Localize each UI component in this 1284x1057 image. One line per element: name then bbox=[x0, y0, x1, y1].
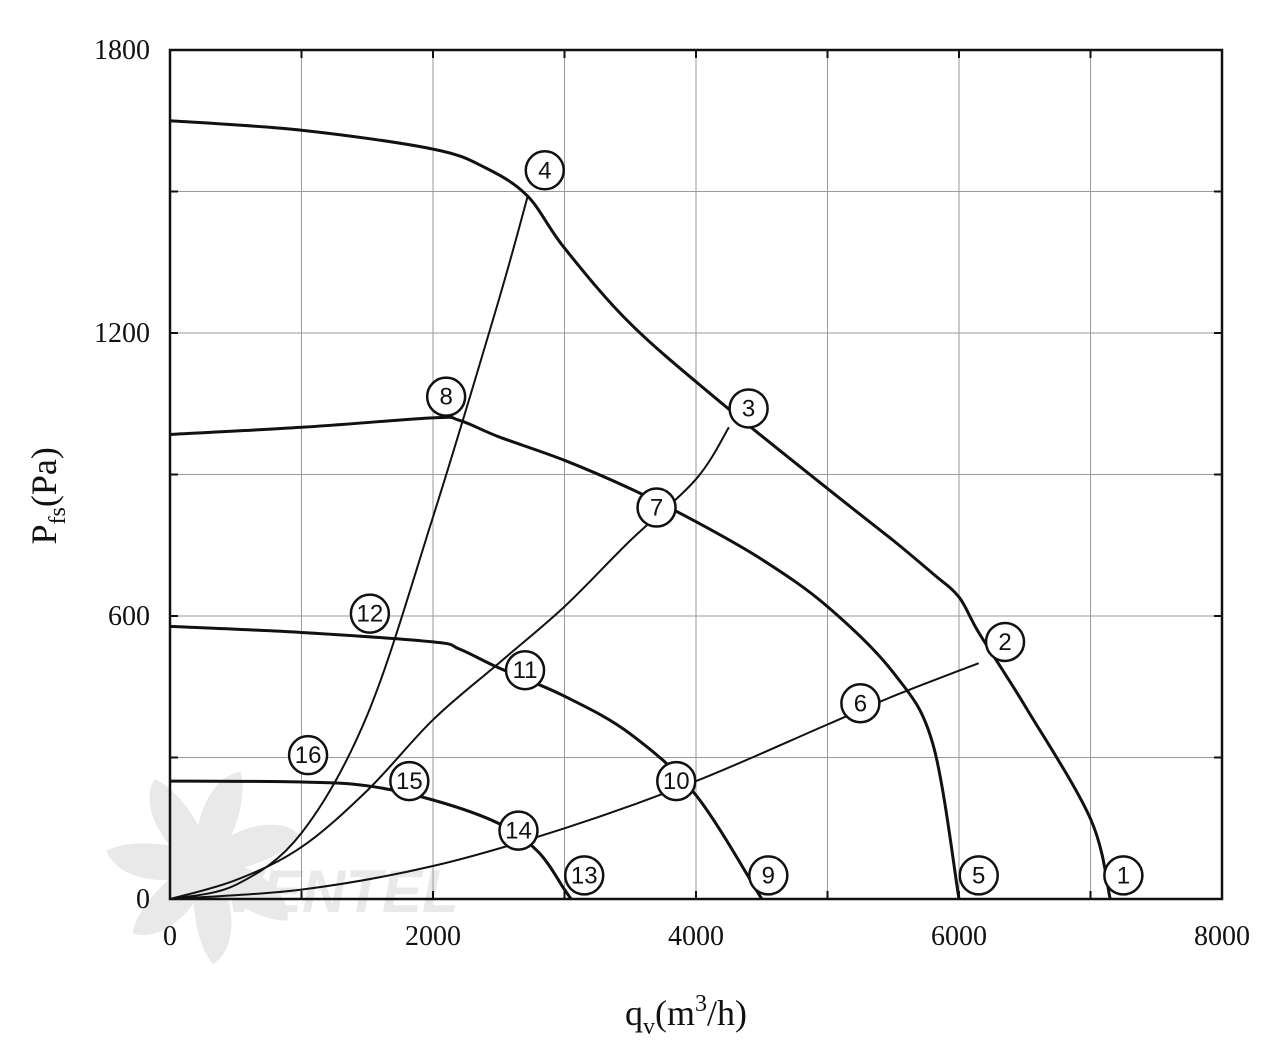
x-axis-label: qv(m3/h) bbox=[625, 991, 747, 1040]
marker-1: 1 bbox=[1103, 855, 1144, 896]
marker-label: 1 bbox=[1117, 862, 1130, 889]
marker-label: 8 bbox=[439, 384, 452, 411]
marker-label: 9 bbox=[762, 862, 775, 889]
x-tick-label: 2000 bbox=[405, 921, 461, 952]
marker-label: 16 bbox=[295, 742, 322, 769]
watermark-fan-blade bbox=[196, 772, 243, 872]
marker-label: 13 bbox=[571, 862, 598, 889]
marker-label: 4 bbox=[538, 157, 551, 184]
marker-16: 16 bbox=[287, 734, 329, 776]
watermark-fan-blade bbox=[197, 858, 288, 921]
marker-label: 7 bbox=[650, 495, 663, 522]
marker-label: 5 bbox=[972, 862, 985, 889]
marker-label: 11 bbox=[513, 657, 538, 684]
x-tick-label: 8000 bbox=[1194, 921, 1250, 952]
y-tick-label: 1200 bbox=[94, 318, 150, 349]
marker-label: 6 bbox=[854, 690, 867, 717]
x-axis-label-sub: v bbox=[643, 1014, 655, 1040]
x-tick-label: 6000 bbox=[931, 921, 987, 952]
marker-3: 3 bbox=[728, 388, 769, 429]
marker-label: 12 bbox=[357, 601, 384, 628]
marker-circle bbox=[498, 810, 539, 851]
marker-circle bbox=[504, 649, 546, 691]
marker-circle bbox=[636, 487, 677, 528]
y-axis-label-unit: (Pa) bbox=[24, 447, 64, 507]
x-axis-label-main: q bbox=[625, 993, 643, 1033]
plot-frame bbox=[168, 48, 1224, 901]
marker-circle bbox=[656, 760, 697, 802]
marker-15: 15 bbox=[389, 760, 430, 802]
marker-circle bbox=[728, 388, 769, 429]
marker-label: 2 bbox=[998, 629, 1011, 656]
marker-circle bbox=[748, 855, 789, 896]
marker-circle bbox=[349, 593, 391, 634]
marker-10: 10 bbox=[656, 760, 697, 802]
marker-7: 7 bbox=[636, 487, 677, 528]
marker-label: 15 bbox=[396, 768, 423, 795]
tick-labels: 0 2000 4000 6000 8000 0 600 1200 1800 bbox=[94, 35, 1250, 952]
marker-label: 14 bbox=[505, 818, 532, 845]
fan-curve-13 bbox=[169, 779, 573, 900]
fan-curve-5 bbox=[169, 415, 961, 900]
x-axis-label-sup: 3 bbox=[695, 991, 707, 1017]
marker-circle bbox=[563, 855, 605, 896]
marker-label: 10 bbox=[663, 768, 690, 795]
x-axis-label-unit-open: (m bbox=[655, 993, 695, 1033]
marker-14: 14 bbox=[498, 810, 539, 851]
x-axis-label-unit-close: /h) bbox=[707, 993, 747, 1033]
marker-4: 4 bbox=[524, 150, 566, 191]
marker-11: 11 bbox=[504, 649, 546, 691]
marker-8: 8 bbox=[425, 376, 467, 417]
marker-label: 3 bbox=[742, 395, 755, 422]
marker-circle bbox=[425, 376, 467, 417]
marker-circle bbox=[840, 683, 881, 724]
y-axis-label: Pfs(Pa) bbox=[24, 447, 71, 544]
system-curve-4 bbox=[169, 195, 529, 900]
marker-circle bbox=[524, 150, 566, 191]
marker-circle bbox=[1103, 855, 1144, 896]
marker-5: 5 bbox=[958, 855, 999, 896]
marker-circle bbox=[984, 621, 1026, 663]
marker-12: 12 bbox=[349, 593, 391, 634]
y-tick-label: 600 bbox=[108, 601, 150, 632]
marker-circle bbox=[958, 855, 999, 896]
x-tick-label: 0 bbox=[163, 921, 177, 952]
marker-13: 13 bbox=[563, 855, 605, 896]
marker-circle bbox=[287, 734, 329, 776]
marker-9: 9 bbox=[748, 855, 789, 896]
marker-6: 6 bbox=[840, 683, 881, 724]
y-tick-label: 0 bbox=[136, 884, 150, 915]
marker-circle bbox=[389, 760, 430, 802]
y-axis-label-sub: fs bbox=[45, 507, 71, 524]
x-tick-label: 4000 bbox=[668, 921, 724, 952]
marker-2: 2 bbox=[984, 621, 1026, 663]
y-tick-label: 1800 bbox=[94, 35, 150, 66]
y-axis-label-main: P bbox=[24, 524, 64, 544]
